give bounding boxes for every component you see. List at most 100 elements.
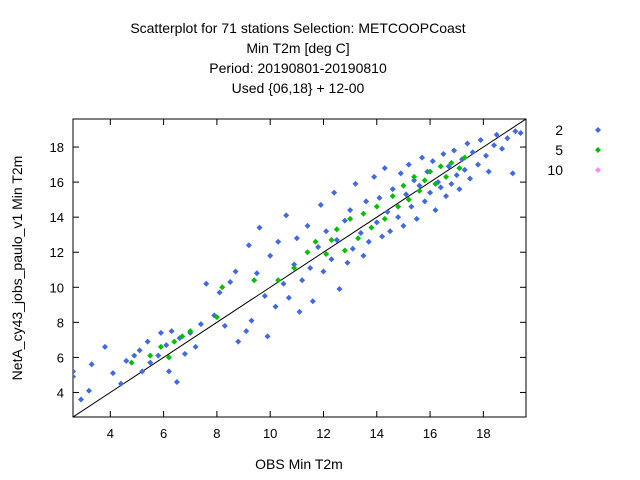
x-tick-label: 6 (160, 426, 167, 441)
data-point (432, 207, 439, 214)
data-point (371, 173, 378, 180)
data-point (139, 368, 146, 375)
data-point (509, 170, 516, 177)
data-point (493, 131, 500, 138)
data-point (307, 265, 314, 271)
data-point (245, 242, 252, 249)
data-point (347, 215, 354, 222)
data-point (387, 228, 394, 235)
data-point (467, 175, 474, 182)
data-point (275, 277, 282, 284)
data-point (427, 168, 434, 175)
data-point (381, 215, 388, 222)
data-point (291, 265, 298, 271)
data-point (469, 149, 476, 156)
legend-label: 10 (547, 162, 563, 178)
data-point (323, 250, 330, 257)
data-point (453, 172, 460, 179)
data-point (445, 163, 452, 170)
data-point (291, 261, 298, 268)
data-point (248, 317, 255, 324)
data-point (232, 268, 239, 275)
data-point (341, 217, 348, 224)
data-point (331, 189, 338, 196)
data-point (416, 182, 423, 189)
legend-label: 2 (555, 122, 563, 138)
data-point (203, 280, 210, 287)
title-line-2: Min T2m [deg C] (246, 40, 349, 56)
legend-marker (595, 167, 601, 173)
data-point (179, 333, 186, 340)
x-tick-label: 18 (476, 426, 490, 441)
series-5 (128, 154, 468, 366)
legend: 2 5 10 (547, 122, 601, 178)
data-point (213, 314, 220, 321)
data-point (427, 189, 434, 196)
data-point (416, 187, 423, 194)
diagonal-line (73, 119, 526, 417)
data-point (411, 173, 418, 180)
data-point (299, 277, 306, 284)
data-point (461, 154, 468, 161)
data-point (461, 166, 468, 173)
data-point (123, 357, 130, 364)
data-point (256, 224, 263, 231)
data-point (88, 361, 95, 368)
data-point (405, 196, 412, 203)
data-point (304, 222, 311, 229)
data-point (517, 130, 524, 137)
data-point (483, 152, 490, 159)
data-point (117, 380, 124, 387)
data-point (341, 247, 348, 254)
data-point (413, 215, 420, 222)
data-point (403, 191, 410, 198)
data-point (429, 158, 436, 165)
data-point (368, 224, 375, 231)
data-point (219, 284, 226, 291)
data-point (155, 352, 162, 359)
data-point (73, 368, 76, 375)
data-point (197, 321, 204, 328)
data-point (373, 203, 380, 210)
data-point (357, 229, 364, 236)
data-point (296, 308, 303, 315)
data-point (275, 238, 282, 245)
x-tick-label: 4 (107, 426, 114, 441)
legend-marker (595, 127, 601, 133)
data-point (443, 173, 450, 180)
data-point (173, 378, 180, 385)
data-point (101, 343, 108, 350)
data-point (448, 159, 455, 166)
data-point (192, 343, 199, 350)
data-point (253, 270, 260, 277)
y-tick-label: 12 (50, 245, 64, 260)
data-point (456, 186, 463, 193)
data-point (491, 142, 498, 149)
data-point (136, 347, 143, 354)
data-point (389, 186, 396, 193)
data-point (400, 222, 407, 229)
data-point (157, 343, 164, 350)
title-line-4: Used {06,18} + 12-00 (232, 80, 365, 96)
data-point (419, 154, 426, 161)
data-point (437, 163, 444, 170)
data-point (187, 328, 194, 335)
data-point (355, 235, 362, 242)
data-point (163, 342, 170, 349)
data-point (315, 243, 322, 250)
data-point (411, 177, 418, 184)
data-point (475, 161, 482, 168)
data-point (360, 210, 367, 217)
data-point (451, 147, 458, 154)
data-point (448, 180, 455, 187)
data-point (421, 177, 428, 184)
data-point (381, 165, 388, 172)
data-point (165, 368, 172, 375)
data-point (328, 236, 335, 243)
data-point (144, 338, 151, 345)
data-point (272, 303, 279, 310)
y-tick-label: 14 (50, 210, 64, 225)
data-point (349, 245, 356, 252)
data-point (264, 333, 271, 340)
data-point (243, 328, 250, 335)
